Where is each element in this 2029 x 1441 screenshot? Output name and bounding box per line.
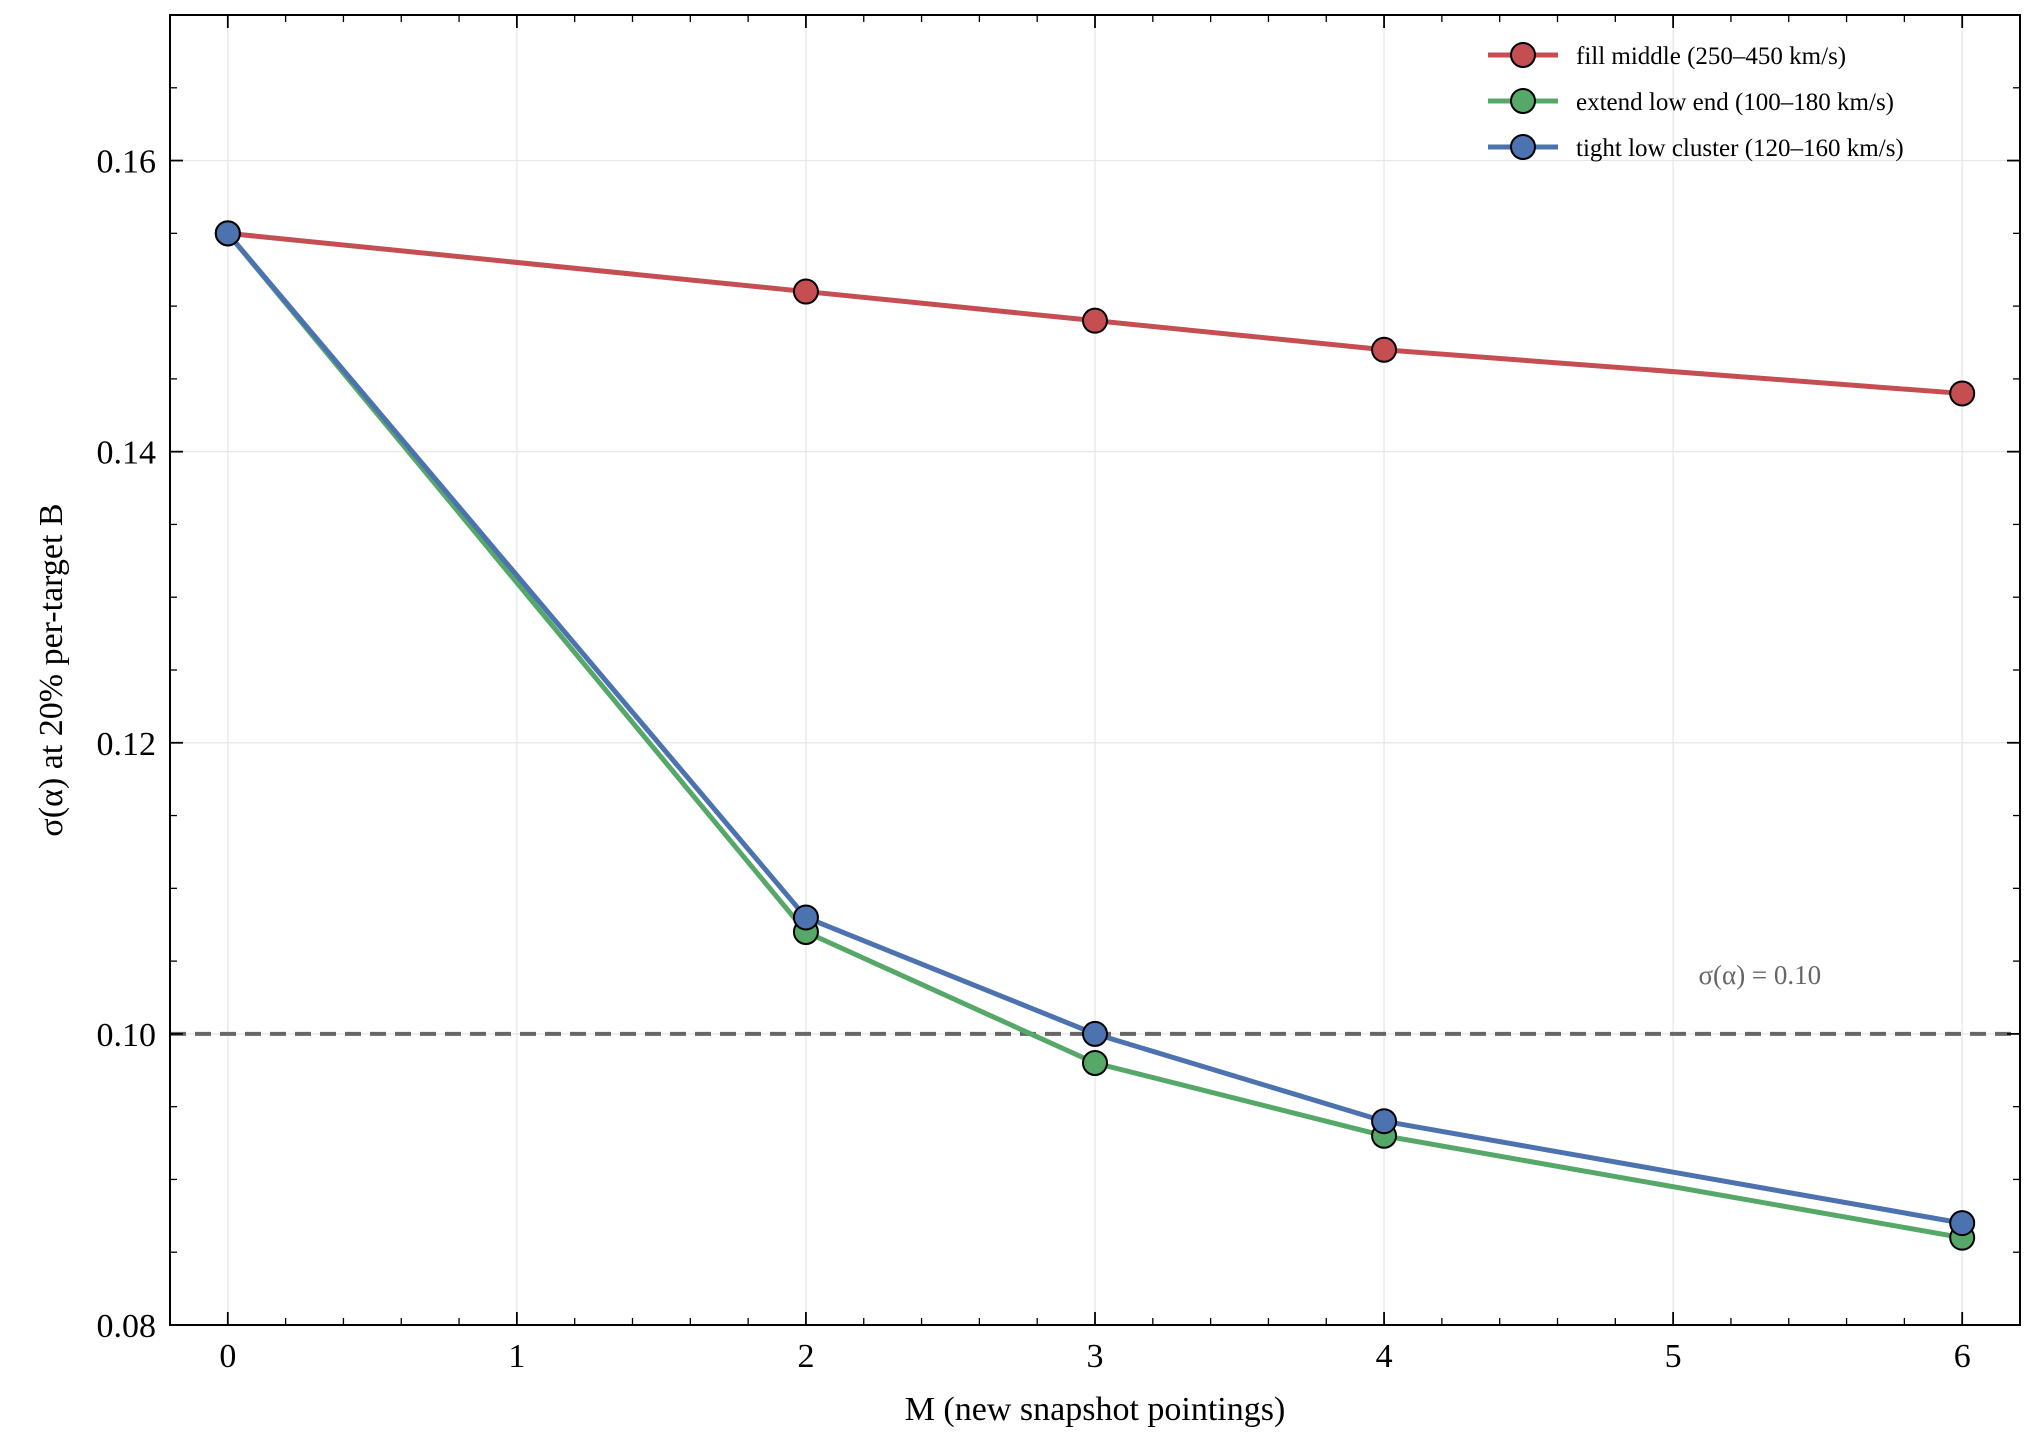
data-point <box>792 904 819 931</box>
data-point <box>1082 1050 1108 1076</box>
data-point <box>214 220 241 247</box>
x-tick-label: 1 <box>508 1338 525 1375</box>
series-layer <box>214 220 1976 1251</box>
data-point <box>1082 307 1108 334</box>
x-tick-label: 3 <box>1087 1338 1104 1375</box>
x-tick-label: 2 <box>797 1338 814 1375</box>
legend: fill middle (250–450 km/s) extend low end… <box>1488 42 1904 162</box>
data-point <box>792 278 819 305</box>
legend-label: extend low end (100–180 km/s) <box>1576 89 1894 116</box>
data-point <box>1082 1020 1108 1047</box>
legend-marker <box>1510 134 1536 160</box>
y-tick-label: 0.16 <box>97 144 157 181</box>
legend-item: tight low cluster (120–160 km/s) <box>1488 134 1904 162</box>
y-tick-label: 0.08 <box>97 1308 157 1345</box>
y-axis-label: σ(α) at 20% per-target B <box>33 503 70 836</box>
legend-item: extend low end (100–180 km/s) <box>1488 88 1894 116</box>
tick-layer <box>169 14 2021 1326</box>
reference-line-label: σ(α) = 0.10 <box>1699 960 1822 990</box>
x-tick-label: 4 <box>1376 1338 1393 1375</box>
x-tick-label: 6 <box>1954 1338 1971 1375</box>
data-point <box>1949 1210 1976 1237</box>
y-tick-label: 0.14 <box>97 435 157 472</box>
legend-label: tight low cluster (120–160 km/s) <box>1576 135 1904 162</box>
y-tick-label: 0.10 <box>97 1017 157 1054</box>
legend-item: fill middle (250–450 km/s) <box>1488 42 1846 70</box>
legend-marker <box>1510 88 1536 114</box>
tick-label-layer: 0 1 2 3 4 5 6 0.08 0.10 0.12 0.14 0.16 <box>97 144 1971 1375</box>
x-tick-label: 5 <box>1665 1338 1682 1375</box>
x-tick-label: 0 <box>219 1338 236 1375</box>
series-3 <box>214 220 1976 1237</box>
y-tick-label: 0.12 <box>97 726 157 763</box>
data-point <box>1949 380 1976 407</box>
data-point <box>1371 336 1398 363</box>
x-axis-label: M (new snapshot pointings) <box>905 1391 1286 1428</box>
data-point <box>1371 1108 1398 1135</box>
legend-marker <box>1510 42 1536 68</box>
legend-label: fill middle (250–450 km/s) <box>1576 43 1846 70</box>
